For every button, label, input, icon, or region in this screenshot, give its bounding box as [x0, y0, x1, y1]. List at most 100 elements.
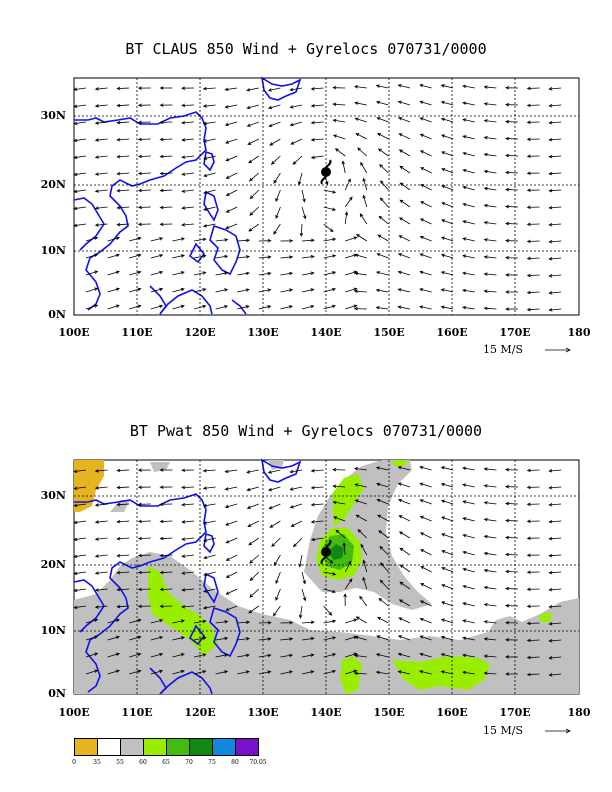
wind-vector: [379, 197, 389, 208]
wind-vector: [548, 137, 562, 142]
wind-vector: [203, 571, 216, 576]
wind-vector: [526, 137, 540, 142]
wind-vector: [362, 559, 368, 573]
wind-vector: [73, 189, 87, 194]
wind-vector: [441, 601, 454, 607]
wind-vector: [73, 223, 87, 228]
wind-vector: [246, 503, 259, 509]
wind-vector: [526, 154, 540, 158]
wind-vector: [505, 307, 519, 311]
wind-vector: [462, 585, 475, 590]
wind-vector: [440, 516, 454, 522]
wind-vector: [323, 237, 337, 242]
wind-vector: [483, 467, 497, 471]
wind-vector: [275, 588, 281, 601]
panel2-lat-30n: 30N: [40, 489, 66, 502]
wind-vector: [397, 253, 411, 259]
wind-vector: [85, 618, 99, 624]
wind-vector: [301, 189, 306, 203]
wind-vector: [116, 86, 130, 91]
wind-vector: [73, 503, 87, 508]
wind-vector: [344, 578, 353, 590]
wind-vector: [483, 119, 497, 123]
wind-vector: [360, 543, 368, 556]
wind-vector: [505, 204, 519, 209]
wind-vector: [355, 616, 367, 624]
wind-vector: [248, 223, 260, 232]
wind-vector: [548, 308, 562, 312]
wind-vector: [129, 652, 142, 658]
colorbar-label-3: 60: [139, 759, 147, 766]
wind-vector: [376, 635, 389, 641]
wind-vector: [505, 655, 519, 659]
wind-vector: [116, 222, 130, 227]
wind-vector: [440, 635, 454, 641]
wind-vector: [181, 86, 195, 90]
wind-vector: [289, 87, 303, 92]
wind-vector: [397, 652, 411, 658]
wind-vector: [297, 172, 303, 186]
wind-vector: [273, 554, 281, 567]
wind-vector: [310, 87, 324, 91]
wind-vector: [301, 305, 315, 310]
panel1-lon-110e: 110E: [121, 326, 153, 339]
wind-vector: [399, 581, 411, 590]
wind-vector: [159, 205, 173, 210]
wind-vector: [159, 154, 173, 159]
wind-vector: [462, 288, 475, 293]
wind-vector: [246, 469, 259, 474]
wind-vector: [310, 485, 324, 490]
wind-vector: [483, 671, 497, 676]
wind-vector: [378, 215, 389, 225]
wind-vector: [505, 153, 519, 158]
wind-vector: [462, 237, 475, 242]
wind-vector: [137, 222, 151, 227]
wind-vector: [116, 604, 130, 609]
panel1-lon-120e: 120E: [184, 326, 216, 339]
wind-vector: [159, 604, 173, 609]
wind-vector: [273, 172, 281, 184]
wind-vector: [397, 670, 411, 675]
wind-vector: [246, 87, 259, 92]
wind-vector: [462, 254, 475, 259]
wind-vector: [440, 466, 454, 471]
wind-vector: [397, 288, 411, 293]
panel2-lat-0n: 0N: [48, 687, 66, 700]
wind-vector: [323, 571, 337, 576]
wind-vector: [73, 206, 87, 211]
wind-vector: [301, 206, 307, 220]
panel1-lon-170e: 170E: [499, 326, 531, 339]
wind-vector: [548, 553, 562, 558]
wind-vector: [462, 602, 475, 607]
panel2-gridlines: [74, 460, 579, 694]
wind-vector: [137, 570, 151, 575]
panel1-lon-180: 180: [567, 326, 591, 339]
wind-vector: [420, 566, 432, 573]
wind-vector: [332, 134, 346, 140]
wind-vector: [193, 670, 207, 675]
wind-vector: [116, 154, 130, 159]
wind-vector: [280, 271, 294, 276]
wind-vector: [419, 652, 432, 658]
wind-vector: [397, 84, 411, 89]
wind-vector: [107, 618, 120, 624]
wind-vector: [419, 618, 432, 624]
wind-vector: [548, 673, 562, 677]
wind-vector: [345, 236, 358, 242]
wind-vector: [462, 500, 475, 505]
wind-vector: [280, 621, 294, 625]
wind-vector: [548, 86, 562, 91]
wind-vector: [441, 567, 454, 573]
wind-vector: [172, 254, 185, 259]
wind-vector: [548, 274, 562, 278]
wind-vector: [323, 304, 336, 310]
wind-vector: [94, 503, 108, 507]
wind-vector: [397, 466, 411, 471]
wind-vector: [440, 499, 454, 505]
wind-vector: [247, 138, 259, 145]
wind-vector: [344, 196, 353, 208]
wind-vector: [225, 206, 238, 213]
wind-vector: [137, 103, 151, 107]
wind-vector: [398, 515, 411, 522]
